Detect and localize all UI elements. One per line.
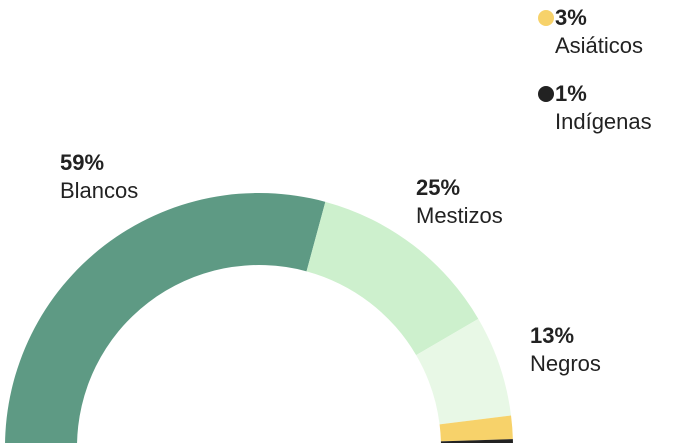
value-label: 13% [530, 323, 574, 348]
category-label: Negros [530, 351, 601, 376]
donut-segment [5, 193, 326, 443]
category-label: Asiáticos [555, 33, 643, 58]
category-label: Indígenas [555, 109, 652, 134]
donut-segment [440, 439, 513, 443]
value-label: 25% [416, 175, 460, 200]
value-label: 1% [555, 81, 587, 106]
donut-segment [416, 318, 512, 425]
value-label: 59% [60, 150, 104, 175]
value-label: 3% [555, 5, 587, 30]
donut-segment [439, 415, 513, 442]
category-label: Blancos [60, 178, 138, 203]
category-label: Mestizos [416, 203, 503, 228]
legend-dot [538, 86, 554, 102]
donut-segment [306, 201, 479, 356]
legend-dot [538, 10, 554, 26]
